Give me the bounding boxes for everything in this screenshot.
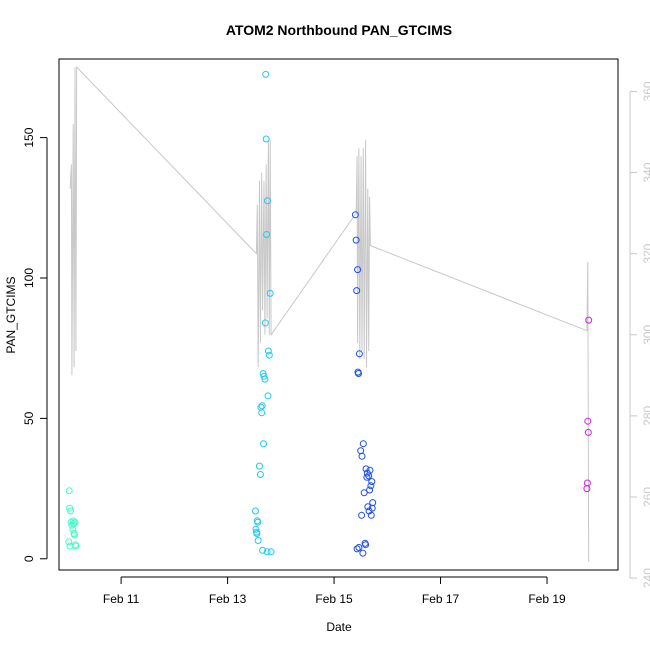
- data-point: [355, 350, 363, 358]
- y-tick-label: 50: [22, 411, 36, 425]
- data-point: [256, 471, 264, 478]
- data-point: [253, 530, 261, 537]
- data-point: [367, 511, 375, 519]
- y-axis: 0 50 100 150: [22, 127, 48, 562]
- data-point: [351, 211, 359, 219]
- data-point: [583, 479, 591, 487]
- data-point: [70, 520, 78, 528]
- data-point: [263, 548, 271, 556]
- data-point: [352, 236, 360, 244]
- x-axis-label: Date: [326, 620, 352, 634]
- x-tick-label: Feb 15: [315, 592, 353, 606]
- data-point: [258, 402, 266, 410]
- data-point: [365, 472, 373, 480]
- x-tick-label: Feb 13: [209, 592, 247, 606]
- y2-tick-label: 280: [641, 406, 650, 426]
- y2-tick-label: 320: [641, 243, 650, 263]
- data-point: [71, 518, 79, 526]
- data-point: [261, 319, 269, 327]
- data-point: [254, 518, 262, 526]
- data-point: [256, 462, 263, 470]
- data-point: [583, 485, 591, 493]
- data-point: [261, 375, 269, 383]
- data-point: [260, 440, 267, 448]
- data-point: [264, 197, 271, 205]
- data-point: [584, 428, 592, 436]
- data-point: [364, 503, 372, 511]
- data-point: [368, 478, 376, 486]
- data-point: [360, 489, 368, 497]
- y-tick-label: 100: [22, 268, 36, 288]
- secondary-series-line: [69, 65, 590, 562]
- x-tick-label: Feb 11: [103, 592, 140, 606]
- data-point: [357, 447, 365, 455]
- data-point: [71, 531, 78, 539]
- data-point: [367, 482, 375, 490]
- data-point: [355, 544, 363, 551]
- data-point: [585, 316, 593, 324]
- data-point: [584, 417, 592, 425]
- data-point: [359, 549, 367, 557]
- y2-tick-label: 360: [641, 81, 650, 101]
- data-point: [365, 507, 373, 515]
- x-axis: Feb 11 Feb 13 Feb 15 Feb 17 Feb 19: [103, 576, 566, 606]
- data-point: [254, 537, 262, 544]
- data-point: [258, 409, 266, 417]
- data-point: [65, 487, 73, 495]
- y2-tick-label: 340: [641, 162, 650, 182]
- data-point: [264, 347, 272, 355]
- data-point: [267, 548, 275, 556]
- x-tick-label: Feb 17: [422, 592, 460, 606]
- data-point: [265, 351, 273, 359]
- data-point: [252, 525, 260, 533]
- data-point: [353, 287, 361, 295]
- data-point: [252, 507, 259, 515]
- data-point: [262, 70, 270, 78]
- data-point: [358, 511, 366, 519]
- data-point: [69, 517, 77, 525]
- data-point: [353, 545, 361, 553]
- data-point: [366, 486, 374, 494]
- data-point: [355, 370, 362, 377]
- x-tick-label: Feb 19: [528, 592, 566, 606]
- y-tick-label: 150: [22, 127, 36, 147]
- data-point: [262, 135, 270, 143]
- data-point: [72, 542, 80, 550]
- data-point: [65, 538, 73, 546]
- y-tick-label: 0: [22, 555, 36, 562]
- plot-frame: [58, 58, 619, 571]
- data-point: [67, 507, 74, 515]
- y2-axis: 240 260 280 300 320 340 360: [629, 81, 650, 588]
- data-point: [361, 539, 369, 547]
- data-point: [362, 465, 370, 473]
- data-point: [259, 546, 267, 554]
- y2-tick-label: 260: [641, 487, 650, 507]
- y2-tick-label: 300: [641, 324, 650, 344]
- data-point: [260, 372, 268, 380]
- secondary-line-layer: [69, 65, 590, 562]
- y2-tick-label: 240: [641, 568, 650, 588]
- data-point: [264, 392, 272, 400]
- data-point: [266, 289, 274, 297]
- points-layer: [65, 70, 593, 557]
- chart-title: ATOM2 Northbound PAN_GTCIMS: [226, 22, 452, 38]
- data-point: [354, 266, 362, 274]
- data-point: [263, 231, 271, 238]
- data-point: [359, 440, 367, 448]
- data-point: [69, 525, 77, 533]
- y-axis-label: PAN_GTCIMS: [4, 276, 18, 353]
- data-point: [358, 452, 366, 460]
- data-point: [363, 473, 371, 481]
